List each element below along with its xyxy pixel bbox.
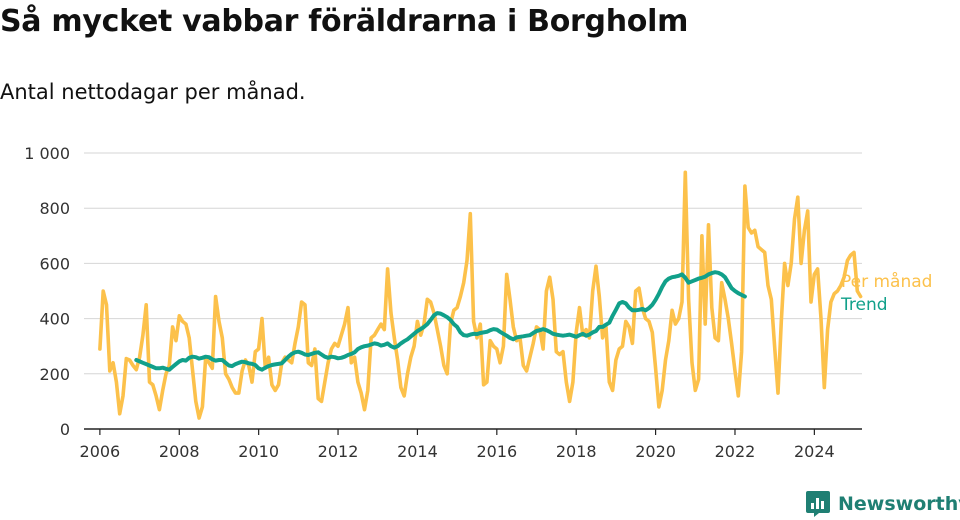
legend-label-per-manad: Per månad xyxy=(841,271,932,292)
chart-title: Så mycket vabbar föräldrarna i Borgholm xyxy=(0,4,689,39)
x-tick-label: 2016 xyxy=(476,442,517,461)
y-tick-label: 600 xyxy=(39,254,70,273)
x-tick-label: 2024 xyxy=(794,442,835,461)
x-tick-label: 2020 xyxy=(635,442,676,461)
y-tick-label: 200 xyxy=(39,365,70,384)
x-tick-label: 2022 xyxy=(715,442,756,461)
newsworthy-brand[interactable]: Newsworthy xyxy=(805,490,960,518)
series-line-trend xyxy=(134,270,747,372)
chart-subtitle: Antal nettodagar per månad. xyxy=(0,80,306,104)
x-tick-label: 2006 xyxy=(80,442,121,461)
y-tick-label: 1 000 xyxy=(24,144,70,163)
series-line-per-manad xyxy=(98,170,863,420)
series-lines xyxy=(98,170,863,420)
y-tick-label: 800 xyxy=(39,199,70,218)
legend-label-trend: Trend xyxy=(840,295,888,315)
bar-chart-speech-bubble-icon xyxy=(806,491,830,517)
y-tick-label: 0 xyxy=(60,420,70,439)
legend: Per månad Trend xyxy=(840,271,932,315)
x-tick-label: 2018 xyxy=(556,442,597,461)
x-tick-label: 2014 xyxy=(397,442,438,461)
x-tick-label: 2010 xyxy=(238,442,279,461)
y-axis-tick-labels: 0 200 400 600 800 1 000 xyxy=(24,144,70,439)
x-tick-label: 2008 xyxy=(159,442,200,461)
brand-name: Newsworthy xyxy=(838,493,960,515)
y-tick-label: 400 xyxy=(39,310,70,329)
x-axis: 2006 2008 2010 2012 2014 2016 2018 2020 2022 2024 xyxy=(80,428,862,461)
x-tick-label: 2012 xyxy=(318,442,359,461)
